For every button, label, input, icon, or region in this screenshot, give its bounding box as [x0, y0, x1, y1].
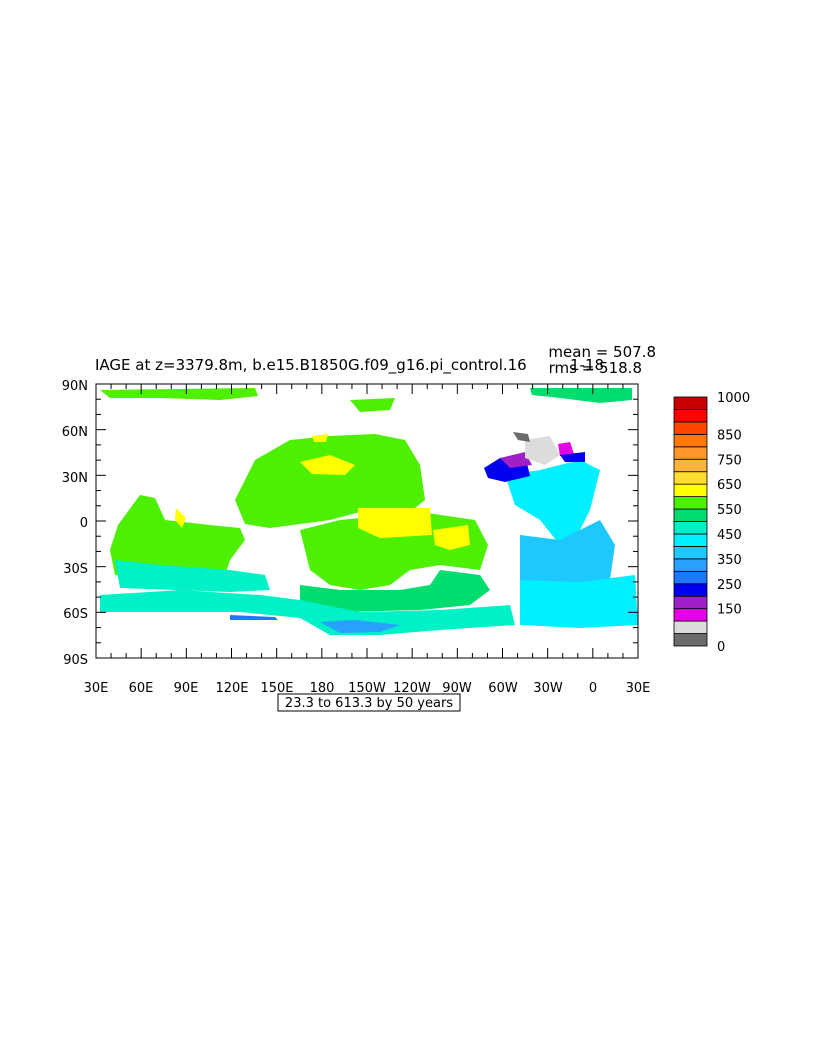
colorbar-swatch — [673, 583, 708, 597]
y-tick-label: 60S — [63, 607, 88, 622]
y-tick-label: 0 — [80, 516, 88, 531]
region-nordic-blue — [560, 452, 585, 462]
colorbar-swatch — [673, 608, 708, 622]
plot-title: IAGE at z=3379.8m, b.e15.B1850G.f09_g16.… — [95, 356, 527, 375]
contour-info-text: 23.3 to 613.3 by 50 years — [285, 696, 453, 711]
y-tick-label: 30N — [62, 471, 88, 486]
region-indian-south — [115, 560, 270, 592]
colorbar-swatch — [673, 458, 708, 473]
colorbar-label: 550 — [717, 503, 742, 518]
colorbar-swatch — [673, 421, 708, 435]
colorbar-label: 0 — [717, 640, 725, 655]
region-southern-ocean — [100, 590, 515, 635]
plot-title-suffix: 1-18 — [570, 356, 604, 374]
region-indian-ocean — [110, 495, 245, 580]
colorbar: 1000 850 750 650 550 450 350 250 150 0 — [673, 391, 750, 655]
x-tick-label: 180 — [310, 681, 335, 696]
region-ross-blue — [230, 615, 278, 620]
rms-stat: rms = 518.8 — [549, 359, 642, 377]
colorbar-label: 850 — [717, 428, 742, 443]
region-nordic-magenta — [558, 442, 574, 456]
x-tick-label: 60W — [488, 681, 518, 696]
colorbar-label: 1000 — [717, 391, 750, 406]
y-tick-label: 30S — [63, 562, 88, 577]
colorbar-swatch — [673, 446, 708, 460]
colorbar-swatch — [673, 471, 708, 485]
region-south-pacific — [300, 570, 490, 612]
x-tick-label: 30W — [533, 681, 563, 696]
region-north-pacific-yellow — [300, 455, 355, 475]
colorbar-label: 750 — [717, 453, 742, 468]
colorbar-swatch — [673, 633, 708, 647]
region-greenland-grey — [525, 436, 560, 465]
region-peru-yellow — [433, 525, 470, 550]
region-arctic-east — [100, 388, 258, 400]
colorbar-swatch — [673, 570, 708, 585]
x-tick-label: 90W — [442, 681, 472, 696]
colorbar-label: 450 — [717, 528, 742, 543]
mean-stat: mean = 507.8 — [548, 343, 656, 361]
colorbar-swatch — [673, 546, 708, 560]
region-indian-yellow — [175, 508, 186, 528]
region-arctic-west — [530, 388, 632, 403]
y-tick-label: 90N — [62, 379, 88, 394]
colorbar-swatch — [673, 533, 708, 547]
region-baffin-dark — [513, 432, 530, 442]
x-tick-label: 90E — [174, 681, 199, 696]
x-tick-label: 30E — [84, 681, 109, 696]
ocean-age-field — [100, 388, 638, 635]
colorbar-label: 150 — [717, 603, 742, 618]
region-labrador-purple — [500, 452, 532, 468]
colorbar-swatch — [673, 558, 708, 572]
x-tick-label: 150W — [348, 681, 386, 696]
x-tick-label: 150E — [260, 681, 293, 696]
x-tick-label: 120W — [393, 681, 431, 696]
colorbar-swatch — [673, 409, 708, 423]
colorbar-swatch — [673, 396, 708, 410]
x-tick-label: 30E — [626, 681, 651, 696]
region-east-pacific-yellow — [358, 508, 432, 538]
region-north-atlantic — [505, 460, 600, 545]
y-axis-labels: 90N 60N 30N 0 30S 60S 90S — [62, 379, 88, 668]
x-tick-label: 60E — [129, 681, 154, 696]
colorbar-swatch — [673, 496, 708, 510]
x-tick-label: 120E — [215, 681, 248, 696]
region-south-atlantic-lower — [520, 575, 638, 628]
colorbar-swatch — [673, 433, 708, 448]
x-tick-label: 0 — [589, 681, 597, 696]
region-kamchatka-patch — [312, 434, 328, 442]
region-antarctic-shelf — [320, 620, 400, 633]
colorbar-swatch — [673, 521, 708, 535]
colorbar-swatch — [673, 483, 708, 497]
colorbar-swatch — [673, 595, 708, 610]
colorbar-label: 650 — [717, 478, 742, 493]
x-axis-labels: 30E 60E 90E 120E 150E 180 150W 120W 90W … — [84, 681, 651, 696]
y-tick-label: 60N — [62, 425, 88, 440]
colorbar-label: 250 — [717, 578, 742, 593]
region-north-pacific — [235, 434, 425, 528]
region-arctic-islands — [350, 398, 395, 412]
colorbar-swatch — [673, 508, 708, 522]
colorbar-swatch — [673, 620, 708, 634]
y-tick-label: 90S — [63, 653, 88, 668]
colorbar-label: 350 — [717, 553, 742, 568]
contour-info-box — [277, 693, 461, 712]
axis-ticks — [95, 383, 639, 659]
